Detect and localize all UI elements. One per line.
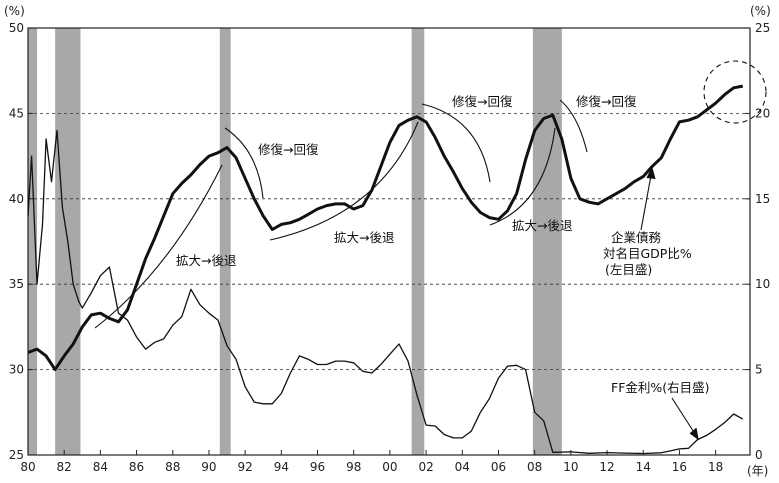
x-tick-label-06: 06 (491, 460, 506, 474)
repair-arc-1 (224, 127, 264, 199)
x-tick-label-12: 12 (599, 460, 614, 474)
recession-band-1 (28, 28, 38, 455)
right-axis-ticks: 0 5 10 15 20 25 (745, 21, 770, 462)
right-tick-label-15: 15 (755, 192, 770, 206)
repair-arc-3 (559, 99, 588, 153)
x-tick-label-88: 88 (165, 460, 180, 474)
corp-debt-line (27, 84, 744, 372)
right-tick-label-25: 25 (755, 21, 770, 35)
left-axis-unit: (%) (4, 4, 25, 18)
x-tick-label-04: 04 (455, 460, 470, 474)
ff-rate-pointer (671, 397, 698, 438)
recession-band-4 (411, 28, 425, 455)
expansion-arc-1 (94, 164, 223, 329)
x-tick-label-18: 18 (708, 460, 723, 474)
x-tick-label-82: 82 (57, 460, 72, 474)
gridlines (28, 113, 750, 371)
right-tick-label-20: 20 (755, 106, 770, 120)
x-tick-label-08: 08 (527, 460, 542, 474)
x-tick-label-84: 84 (93, 460, 108, 474)
x-tick-label-14: 14 (636, 460, 651, 474)
annotation-corp-debt-1: 企業債務 (611, 230, 662, 245)
annotation-expansion-3: 拡大→後退 (512, 218, 573, 233)
annotation-expansion-2: 拡大→後退 (334, 230, 395, 245)
x-tick-label-10: 10 (563, 460, 578, 474)
right-tick-label-5: 5 (755, 363, 763, 377)
annotation-repair-2: 修復→回復 (452, 94, 513, 109)
corp-debt-arrowhead (646, 166, 656, 180)
x-tick-label-00: 00 (382, 460, 397, 474)
ff-rate-arrowhead (689, 427, 699, 441)
x-tick-label-02: 02 (418, 460, 433, 474)
left-tick-label-50: 50 (9, 21, 24, 35)
left-tick-label-25: 25 (9, 448, 24, 462)
plot-frame (27, 27, 751, 456)
annotation-repair-1: 修復→回復 (258, 142, 319, 157)
expansion-arc-2 (269, 121, 419, 241)
x-tick-label-90: 90 (201, 460, 216, 474)
annotation-corp-debt-2: 対名目GDP比% (603, 246, 692, 261)
x-tick-label-80: 80 (20, 460, 35, 474)
expansion-arc-3 (489, 127, 556, 226)
x-tick-label-98: 98 (346, 460, 361, 474)
left-tick-label-30: 30 (9, 363, 24, 377)
annotation-corp-debt-3: (左目盛) (605, 262, 652, 277)
annotation-ff-rate: FF金利%(右目盛) (611, 380, 710, 395)
series-lines (27, 84, 744, 455)
annotations: 修復→回復 拡大→後退 修復→回復 拡大→後退 修復→回復 拡大→後退 企業債務… (176, 94, 710, 395)
recession-band-5 (532, 28, 562, 455)
x-tick-label-92: 92 (238, 460, 253, 474)
repair-arc-2 (421, 103, 491, 183)
annotation-repair-3: 修復→回復 (576, 94, 637, 109)
right-axis-unit: (%) (750, 4, 771, 18)
recession-bands (28, 28, 562, 455)
ff-rate-line (27, 129, 744, 455)
left-tick-label-35: 35 (9, 277, 24, 291)
recession-band-3 (219, 28, 231, 455)
left-tick-label-40: 40 (9, 192, 24, 206)
left-tick-label-45: 45 (9, 106, 24, 120)
annotation-arcs (94, 60, 767, 441)
x-tick-label-86: 86 (129, 460, 144, 474)
x-tick-label-16: 16 (672, 460, 687, 474)
right-tick-label-0: 0 (755, 448, 763, 462)
highlight-circle (703, 60, 767, 124)
corp-debt-pointer (640, 169, 653, 231)
left-axis-ticks: 25 30 35 40 45 50 (9, 21, 33, 462)
right-tick-label-10: 10 (755, 277, 770, 291)
x-tick-label-94: 94 (274, 460, 289, 474)
x-axis-ticks: 80 82 84 86 88 90 92 94 96 98 00 02 04 06 08 10 12 14 16 18 (20, 450, 723, 474)
x-tick-label-96: 96 (310, 460, 325, 474)
annotation-expansion-1: 拡大→後退 (176, 253, 237, 268)
x-axis-unit: (年) (747, 464, 768, 478)
